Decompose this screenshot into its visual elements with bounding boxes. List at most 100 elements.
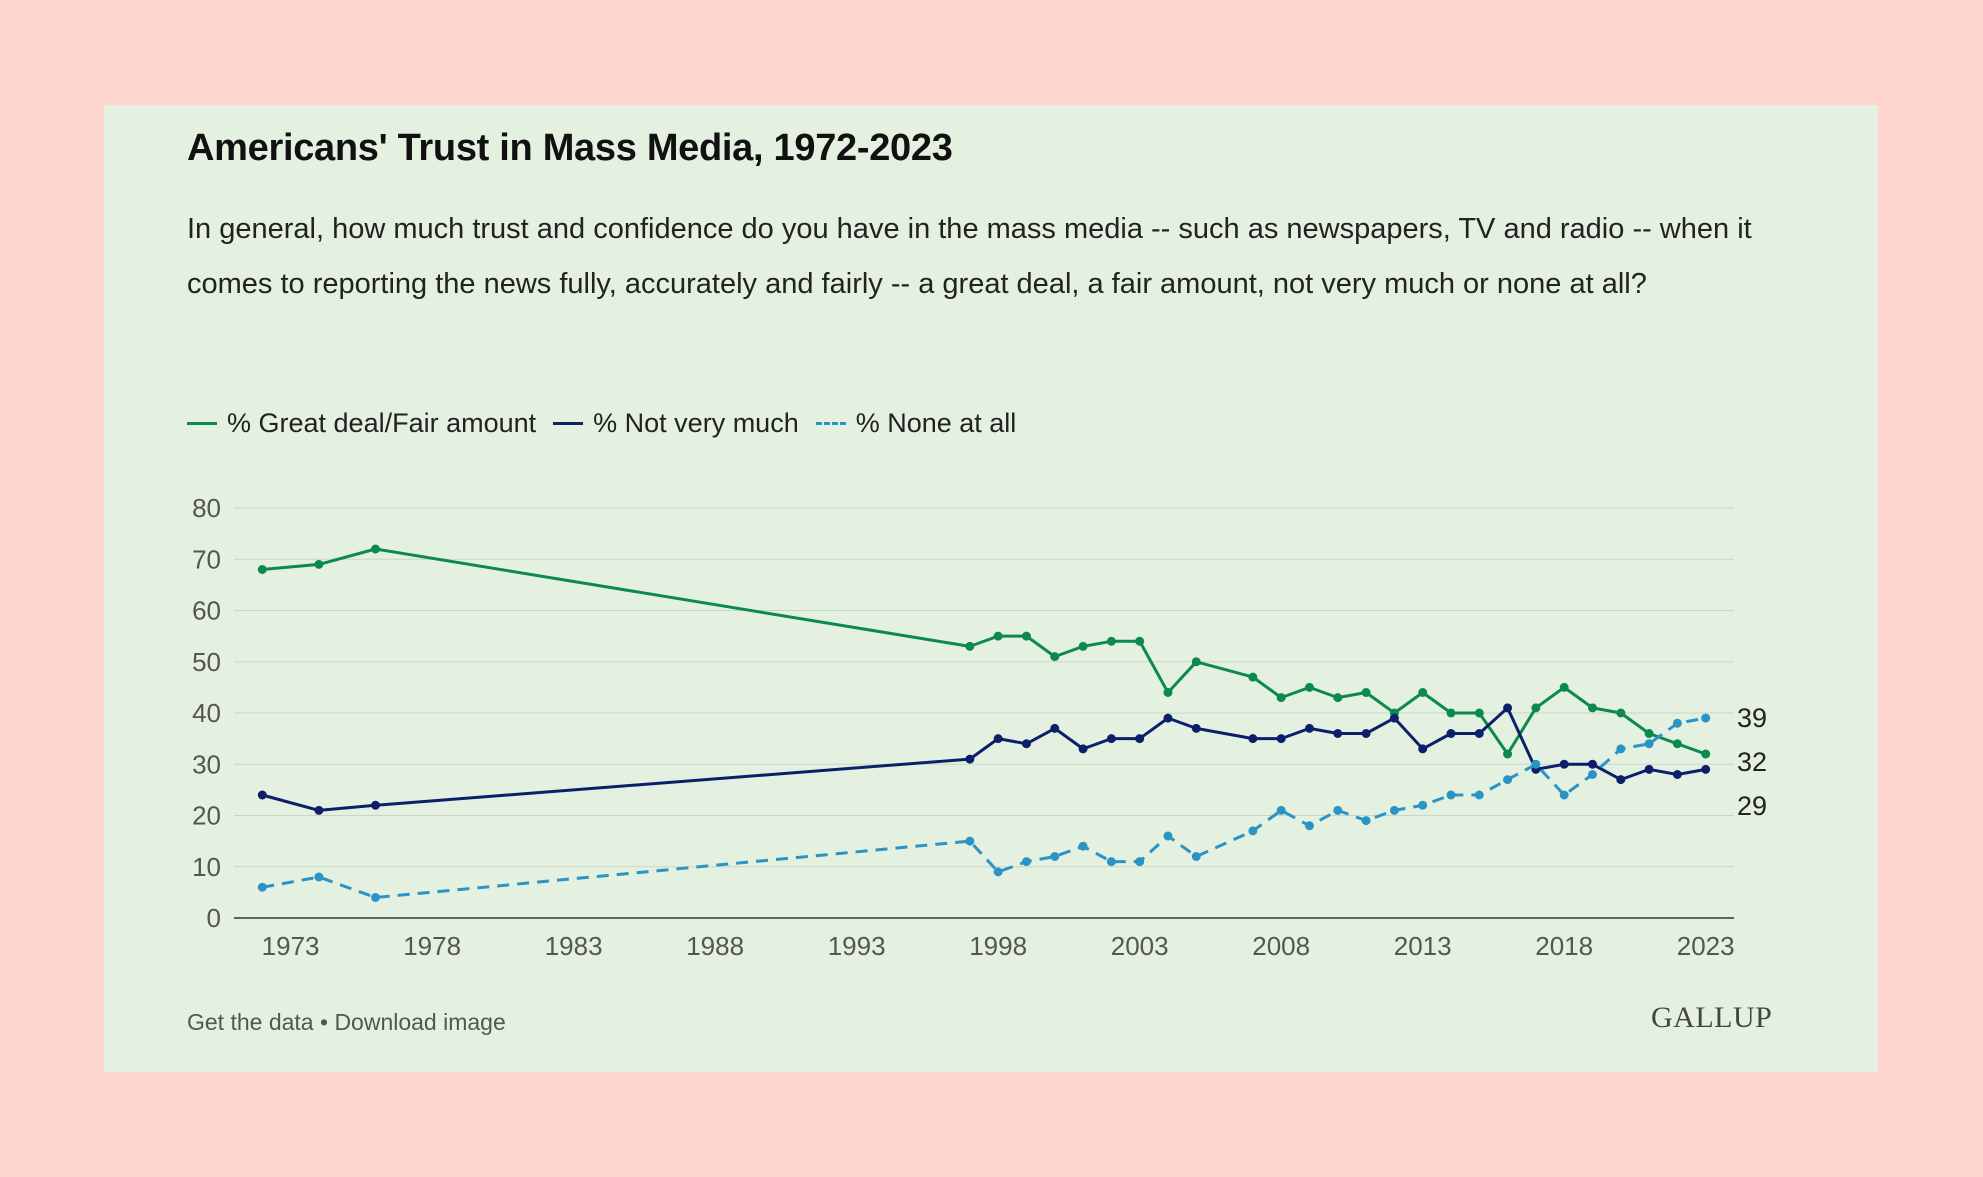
data-point — [1361, 816, 1371, 826]
legend-swatch-great-deal — [187, 422, 217, 425]
data-point — [371, 800, 381, 810]
data-point — [257, 565, 267, 574]
data-point — [314, 805, 324, 815]
data-point — [1248, 826, 1258, 836]
data-point — [1672, 718, 1682, 728]
data-point — [1503, 775, 1513, 785]
data-point — [1050, 852, 1060, 861]
data-point — [1389, 713, 1399, 723]
y-tick-label: 60 — [192, 596, 221, 626]
x-tick-label: 1993 — [828, 931, 886, 961]
data-point — [1135, 734, 1145, 744]
chart-card: Americans' Trust in Mass Media, 1972-202… — [104, 105, 1878, 1072]
data-point — [1701, 749, 1711, 759]
legend-swatch-not-very-much — [553, 422, 584, 425]
data-point — [1418, 744, 1428, 754]
data-point — [1106, 636, 1116, 646]
data-point — [1078, 841, 1088, 851]
legend-item-none-at-all: % None at all — [815, 408, 1017, 439]
legend-item-not-very-much: % Not very much — [553, 408, 799, 439]
data-point — [1191, 657, 1201, 667]
data-point — [1701, 764, 1711, 774]
data-point — [1644, 739, 1654, 749]
legend-swatch-none-at-all — [815, 422, 846, 425]
data-point — [1616, 744, 1626, 754]
data-point — [1389, 805, 1399, 815]
y-tick-label: 40 — [192, 698, 221, 728]
data-point — [1418, 800, 1428, 810]
x-tick-label: 1998 — [969, 931, 1027, 961]
data-point — [1021, 631, 1031, 641]
data-point — [314, 559, 324, 569]
legend: % Great deal/Fair amount % Not very much… — [187, 408, 1033, 439]
data-point — [1587, 770, 1597, 779]
data-point — [1163, 713, 1173, 723]
data-point — [1106, 734, 1116, 744]
data-point — [1446, 729, 1456, 738]
data-point — [1446, 708, 1456, 718]
data-point — [1163, 831, 1173, 841]
data-point — [1050, 723, 1060, 733]
y-tick-label: 10 — [192, 852, 221, 882]
data-point — [1276, 805, 1286, 815]
x-tick-label: 1978 — [403, 931, 461, 961]
download-image-link[interactable]: Download image — [334, 1009, 506, 1035]
series-line — [261, 706, 1706, 812]
legend-label-not-very-much: % Not very much — [593, 408, 799, 438]
data-point — [1559, 759, 1569, 769]
end-value-label: 39 — [1737, 703, 1767, 733]
data-point — [1644, 764, 1654, 774]
y-tick-label: 20 — [192, 801, 221, 831]
x-tick-label: 1988 — [686, 931, 744, 961]
data-point — [1135, 636, 1145, 646]
data-point — [1446, 790, 1456, 800]
x-tick-label: 2003 — [1111, 931, 1169, 961]
x-axis-ticks: 1973 1978 1983 1988 1993 1998 2003 2008 2013 2018… — [262, 931, 1735, 961]
data-point — [1587, 759, 1597, 769]
end-value-label: 29 — [1737, 791, 1767, 821]
data-point — [1304, 723, 1314, 733]
data-point — [1503, 703, 1513, 713]
data-point — [1276, 693, 1286, 703]
data-point — [1701, 713, 1711, 723]
data-point — [1616, 775, 1626, 785]
data-point — [965, 641, 975, 651]
data-point — [1361, 729, 1371, 738]
data-point — [1503, 749, 1513, 759]
y-tick-label: 50 — [192, 647, 221, 677]
data-point — [1418, 688, 1428, 697]
x-tick-label: 2023 — [1677, 931, 1735, 961]
data-point — [1078, 641, 1088, 651]
data-point — [1078, 744, 1088, 754]
x-tick-label: 1983 — [545, 931, 603, 961]
data-point — [1248, 734, 1258, 744]
get-data-link[interactable]: Get the data — [187, 1009, 314, 1035]
chart-subtitle: In general, how much trust and confidenc… — [187, 213, 1752, 300]
data-point — [1021, 857, 1031, 867]
series-line — [262, 716, 1706, 899]
data-point — [1191, 852, 1201, 861]
data-point — [1559, 790, 1569, 800]
footer-separator: • — [313, 1009, 335, 1035]
y-tick-label: 70 — [192, 544, 221, 574]
end-labels: 39 32 29 — [1737, 703, 1767, 821]
data-point — [1587, 703, 1597, 713]
data-point — [1333, 693, 1343, 703]
y-tick-label: 30 — [192, 749, 221, 779]
data-point — [1333, 729, 1343, 738]
data-point — [1559, 682, 1569, 692]
x-tick-label: 2013 — [1394, 931, 1452, 961]
data-point — [1474, 729, 1484, 738]
legend-label-none-at-all: % None at all — [855, 408, 1017, 438]
data-point — [1304, 821, 1314, 831]
data-point — [993, 867, 1003, 877]
data-point — [1474, 790, 1484, 800]
series-lines — [257, 544, 1711, 902]
data-point — [1050, 652, 1060, 662]
y-axis-ticks: 0 10 20 30 40 50 60 70 80 — [192, 493, 221, 933]
legend-item-great-deal: % Great deal/Fair amount — [187, 408, 536, 439]
x-tick-label: 2008 — [1252, 931, 1310, 961]
data-point — [371, 544, 381, 554]
x-tick-label: 1973 — [262, 931, 320, 961]
